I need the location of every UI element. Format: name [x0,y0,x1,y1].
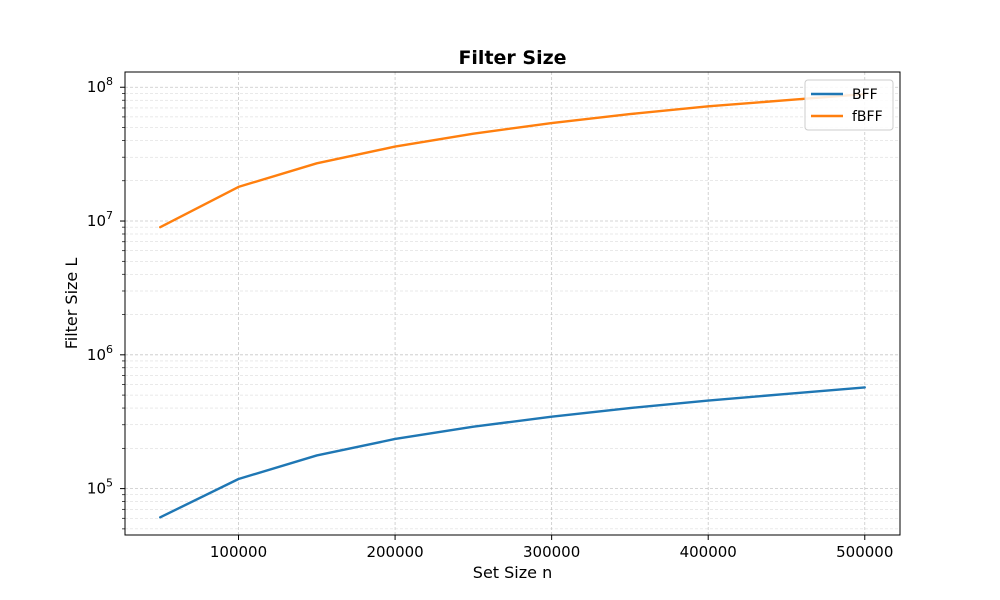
legend: BFF fBFF [804,79,894,131]
series-line-fbff [159,92,866,229]
y-tick-label: 107 [87,209,113,230]
plot-frame [124,71,901,536]
y-axis-label: Filter Size L [62,258,81,350]
legend-label-fbff: fBFF [852,109,883,125]
x-tick-label: 500000 [836,543,893,561]
x-tick-label: 400000 [680,543,737,561]
y-tick-label: 106 [87,343,113,364]
x-axis-label: Set Size n [473,563,552,582]
legend-box [804,79,894,131]
grid [125,72,900,535]
axis-ticks: 100000 200000 300000 400000 500000 105 106 107 1… [87,75,893,561]
legend-label-bff: BFF [852,87,878,103]
y-tick-label: 108 [87,75,113,96]
chart-title: Filter Size [458,47,566,69]
series-line-bff [159,386,866,519]
x-tick-label: 300000 [523,543,580,561]
x-tick-label: 100000 [210,543,267,561]
x-tick-label: 200000 [366,543,423,561]
series-lines [159,92,866,519]
y-tick-label: 105 [87,477,113,498]
